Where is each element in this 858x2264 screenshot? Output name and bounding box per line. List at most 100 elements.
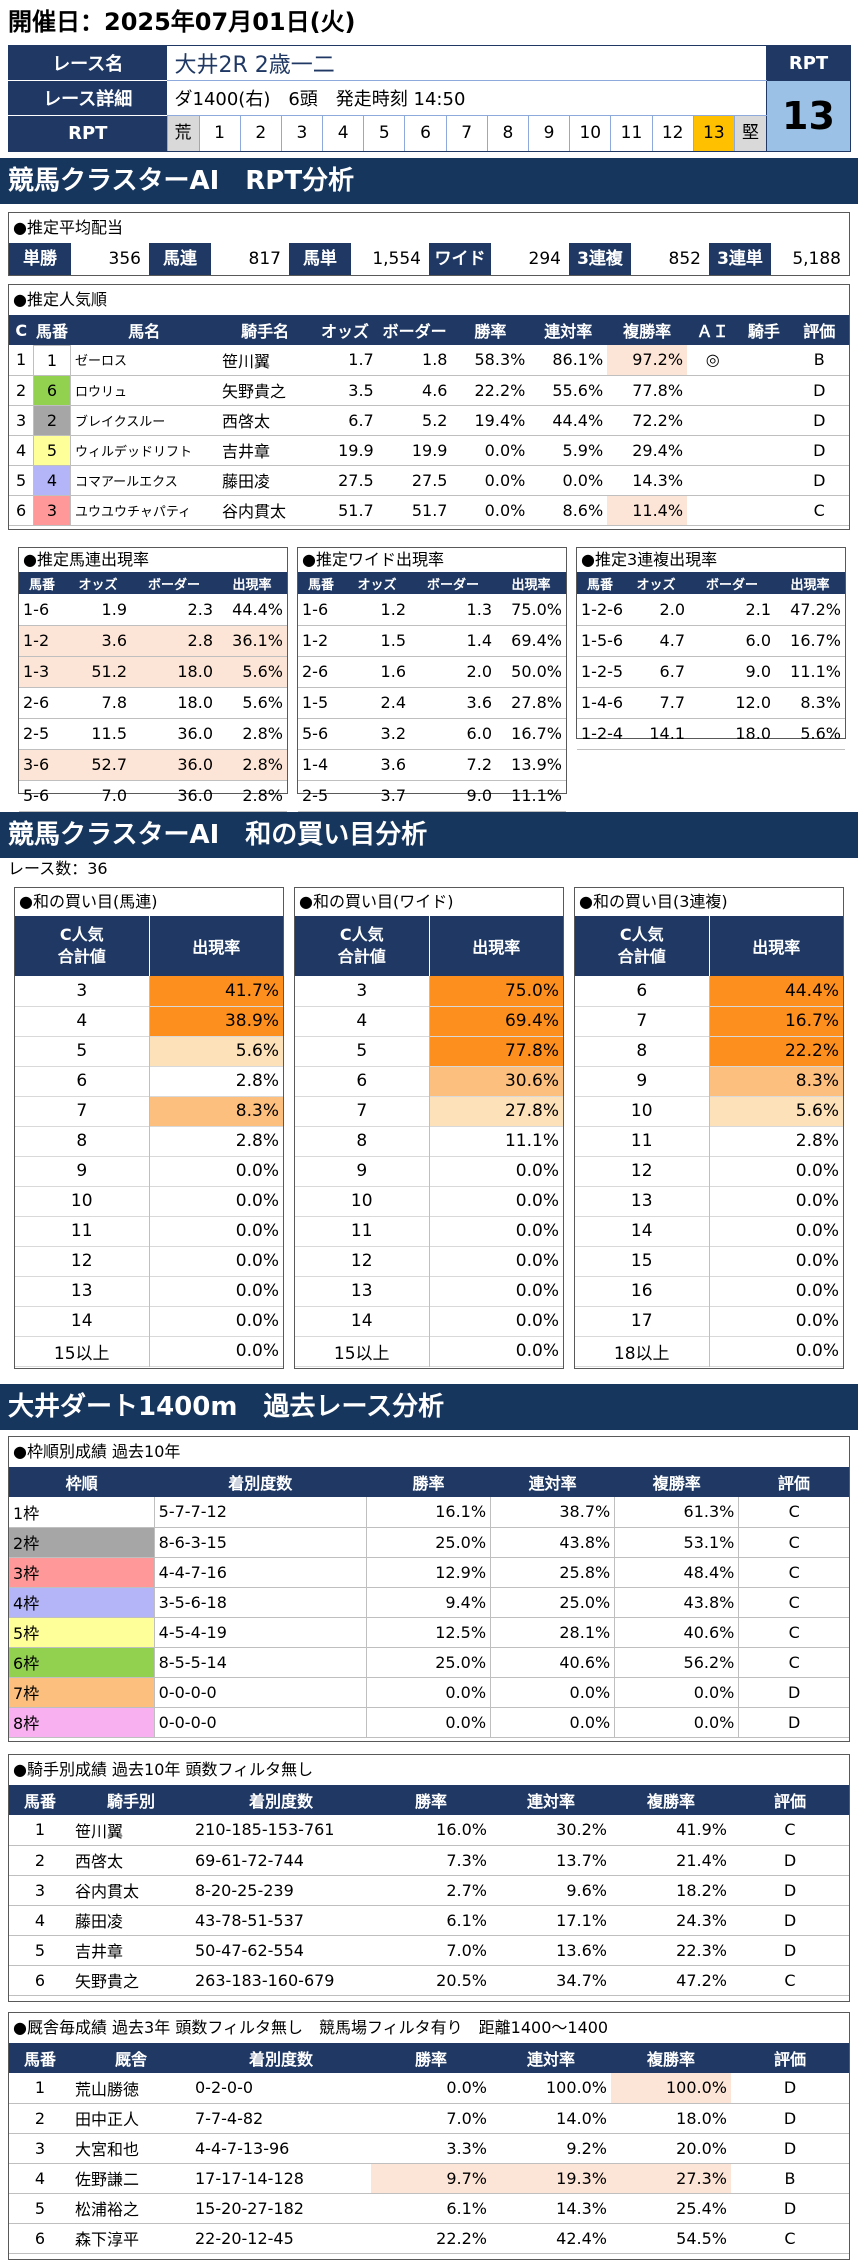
wa-rate: 75.0% <box>429 976 563 1006</box>
wa-sum: 12 <box>575 1156 710 1186</box>
umaren-cell: 1-3 <box>23 662 50 681</box>
umaren-cell: 2.3 <box>187 599 213 619</box>
stable-row: 2 田中正人 7-7-4-82 7.0% 14.0% 18.0% D <box>9 2103 849 2133</box>
fukusho-rate: 97.2% <box>607 345 688 375</box>
waku-record: 3-5-6-18 <box>154 1587 367 1617</box>
odds: 19.9 <box>338 440 374 460</box>
wa-rate: 69.4% <box>429 1006 563 1036</box>
sanrenpuku-header: ボーダー <box>689 572 775 594</box>
stable-number: 1 <box>34 2078 46 2098</box>
wa-rate: 0.0% <box>515 1341 559 1361</box>
wide-cell: 1-5 <box>302 693 329 712</box>
wa-header-line: C人気 <box>619 925 664 944</box>
payout-value: 1,554 <box>372 249 421 269</box>
payout-value: 852 <box>668 249 701 269</box>
umaren-cell: 52.7 <box>91 755 127 774</box>
payout-label: 3連複 <box>569 243 631 275</box>
wa-sum: 5 <box>15 1036 150 1066</box>
wa-row: 4 69.4% <box>295 1006 563 1036</box>
popularity-row: 6 3 ユウユウチャパティ 谷内貫太 51.7 51.7 0.0% 8.6% 11.4% C <box>9 494 849 526</box>
umaren-cell: 5-6 <box>23 786 50 805</box>
popularity-box: ●推定人気順 C 馬番 馬名 騎手名 オッズ ボーダー 勝率 連対率 複勝率 ＡＩ 騎手 評価 1 1 ゼー… <box>8 284 850 530</box>
wa-rate: 27.8% <box>429 1096 563 1126</box>
rpt-scale-cell: 7 <box>445 116 487 151</box>
stable-record: 0-2-0-0 <box>195 2078 254 2098</box>
horse-name: ユウユウチャパティ <box>74 504 192 520</box>
wa-sum: 10 <box>575 1096 710 1126</box>
wide-cell: 1-6 <box>302 599 329 619</box>
wa-sanrenpuku-title: ●和の買い目(3連複) <box>579 892 728 911</box>
wide-cell: 1-4 <box>302 755 329 774</box>
wa-sum: 10 <box>295 1186 430 1216</box>
jockey-number: 3 <box>34 1880 46 1900</box>
sanrenpuku-row: 1-2-6 2.0 2.1 47.2% <box>577 594 845 625</box>
jockey-row: 3 谷内貫太 8-20-25-239 2.7% 9.6% 18.2% D <box>9 1875 849 1905</box>
stable-record: 15-20-27-182 <box>195 2198 304 2218</box>
ai-mark <box>687 405 738 435</box>
waku-label: 3枠 <box>9 1557 155 1587</box>
jockey-header: 複勝率 <box>611 1785 731 1815</box>
sanrenpuku-cell: 1-2-5 <box>581 662 623 681</box>
stable-header: 着別度数 <box>191 2043 371 2073</box>
waku-rentai: 25.8% <box>490 1557 616 1587</box>
wide-row: 1-4 3.6 7.2 13.9% <box>298 749 566 780</box>
popularity-c: 6 <box>15 500 27 520</box>
popularity-header: 評価 <box>789 315 849 345</box>
stable-win: 0.0% <box>446 2078 487 2098</box>
wa-row: 4 38.9% <box>15 1006 283 1036</box>
jockey-fukusho: 41.9% <box>676 1820 727 1840</box>
wa-row: 3 41.7% <box>15 976 283 1006</box>
fukusho-rate: 14.3% <box>632 470 684 490</box>
popularity-row: 5 4 コマアールエクス 藤田凌 27.5 27.5 0.0% 0.0% 14.3% D <box>9 464 849 496</box>
sanrenpuku-cell: 18.0 <box>735 724 771 743</box>
waku-label: 8枠 <box>9 1707 155 1737</box>
wa-row: 10 0.0% <box>15 1186 283 1216</box>
wa-rate: 0.0% <box>795 1221 839 1241</box>
wa-sum: 8 <box>295 1126 430 1156</box>
wa-row: 8 11.1% <box>295 1126 563 1156</box>
jockey-fukusho: 18.2% <box>676 1880 727 1900</box>
wa-row: 15 0.0% <box>575 1246 843 1276</box>
stable-record: 4-4-7-13-96 <box>195 2138 290 2158</box>
date-heading: 開催日：2025年07月01日(火) <box>8 8 356 36</box>
wa-row: 6 30.6% <box>295 1066 563 1096</box>
umaren-row: 3-6 52.7 36.0 2.8% <box>19 749 287 780</box>
grade: D <box>813 470 826 490</box>
waku-grade: C <box>788 1502 800 1522</box>
border-odds: 27.5 <box>411 470 448 490</box>
wa-row: 11 2.8% <box>575 1126 843 1156</box>
wide-title: ●推定ワイド出現率 <box>302 550 444 569</box>
umaren-cell: 36.0 <box>177 755 213 774</box>
wide-cell: 13.9% <box>511 755 562 774</box>
win-rate: 0.0% <box>484 500 526 520</box>
wide-cell: 2.4 <box>380 693 406 712</box>
wa-header-line: 合計値 <box>617 947 666 966</box>
popularity-row: 1 1 ゼーロス 笹川翼 1.7 1.8 58.3% 86.1% 97.2% ◎ B <box>9 344 849 376</box>
sanrenpuku-cell: 8.3% <box>800 693 841 712</box>
popularity-c: 4 <box>15 440 27 460</box>
rpt-scale-cell: 8 <box>486 116 528 151</box>
wide-header: 馬番 <box>298 572 344 594</box>
jockey-mark <box>738 435 789 465</box>
jockey-row: 6 矢野貴之 263-183-160-679 20.5% 34.7% 47.2% C <box>9 1965 849 1995</box>
fukusho-rate: 72.2% <box>632 410 684 430</box>
jockey-row: 1 笹川翼 210-185-153-761 16.0% 30.2% 41.9% C <box>9 1815 849 1845</box>
wide-cell: 75.0% <box>511 599 562 619</box>
stable-table: 馬番 厩舎 着別度数 勝率 連対率 複勝率 評価 1 荒山勝徳 0-2-0-0 0.0% 100.0%… <box>9 2043 849 2254</box>
wa-rate: 22.2% <box>709 1036 843 1066</box>
stable-name: 松浦裕之 <box>75 2200 140 2219</box>
waku-record: 0-0-0-0 <box>154 1707 367 1737</box>
wide-cell: 1-2 <box>302 631 329 650</box>
waku-fukusho: 0.0% <box>614 1677 740 1707</box>
rpt-scale-cell: 1 <box>198 116 240 151</box>
stable-fukusho: 25.4% <box>676 2198 727 2218</box>
umaren-cell: 2.8 <box>187 631 213 650</box>
jockey-row: 5 吉井章 50-47-62-554 7.0% 13.6% 22.3% D <box>9 1935 849 1965</box>
popularity-header: 騎手 <box>738 315 790 345</box>
rpt-header: RPT <box>766 45 851 81</box>
umaren-cell: 36.1% <box>232 631 283 650</box>
waku-win: 16.1% <box>366 1497 492 1527</box>
wa-sum: 12 <box>295 1246 430 1276</box>
payout-label: 単勝 <box>9 243 71 275</box>
waku-fukusho: 48.4% <box>614 1557 740 1587</box>
